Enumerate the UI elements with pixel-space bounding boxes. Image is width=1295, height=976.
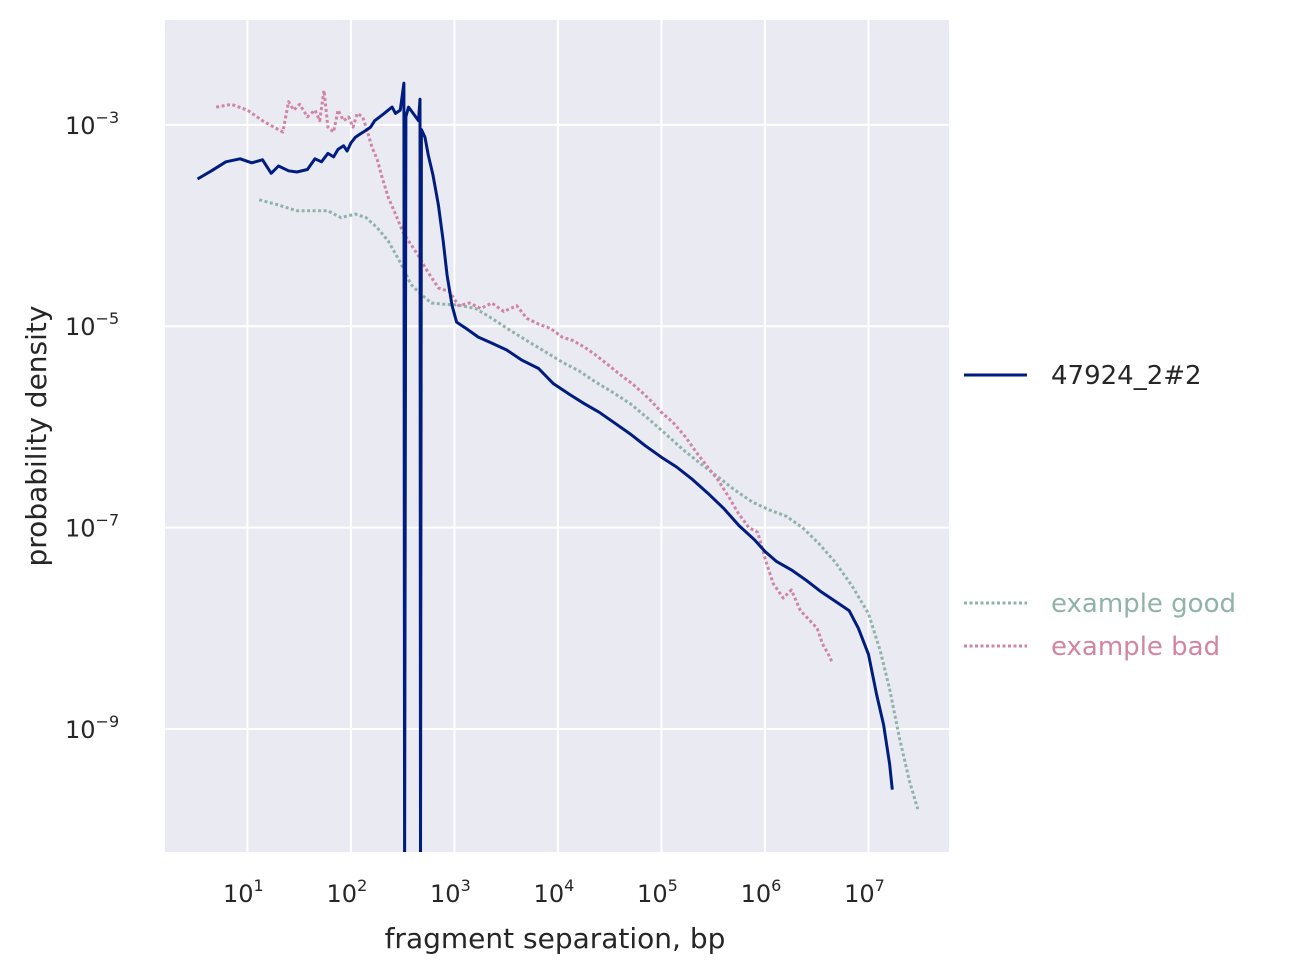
legend-label: example bad bbox=[1051, 632, 1220, 662]
x-tick-label: 105 bbox=[637, 876, 678, 908]
x-tick-label: 102 bbox=[327, 876, 368, 908]
y-tick-label: 10−3 bbox=[65, 108, 119, 140]
y-tick-label: 10−7 bbox=[65, 511, 119, 543]
series-lines bbox=[196, 81, 920, 852]
x-tick-label: 101 bbox=[223, 876, 264, 908]
y-tick-label: 10−5 bbox=[65, 309, 119, 341]
x-tick-label: 106 bbox=[741, 876, 782, 908]
y-axis-title: probability density bbox=[20, 306, 53, 567]
x-axis-title: fragment separation, bp bbox=[385, 922, 726, 955]
legend-label: 47924_2#2 bbox=[1051, 361, 1202, 391]
series-line-0 bbox=[196, 81, 894, 852]
y-tick-label: 10−9 bbox=[65, 712, 119, 744]
x-tick-label: 103 bbox=[430, 876, 471, 908]
x-tick-labels: 101 102 103 104 105 106 107 bbox=[223, 876, 885, 908]
y-tick-labels: 10−3 10−5 10−7 10−9 bbox=[65, 108, 119, 744]
legend-label: example good bbox=[1051, 589, 1236, 619]
x-tick-label: 104 bbox=[534, 876, 575, 908]
grid bbox=[165, 20, 949, 852]
series-line-2 bbox=[215, 88, 834, 664]
series-line-1 bbox=[258, 198, 920, 810]
x-tick-label: 107 bbox=[844, 876, 885, 908]
